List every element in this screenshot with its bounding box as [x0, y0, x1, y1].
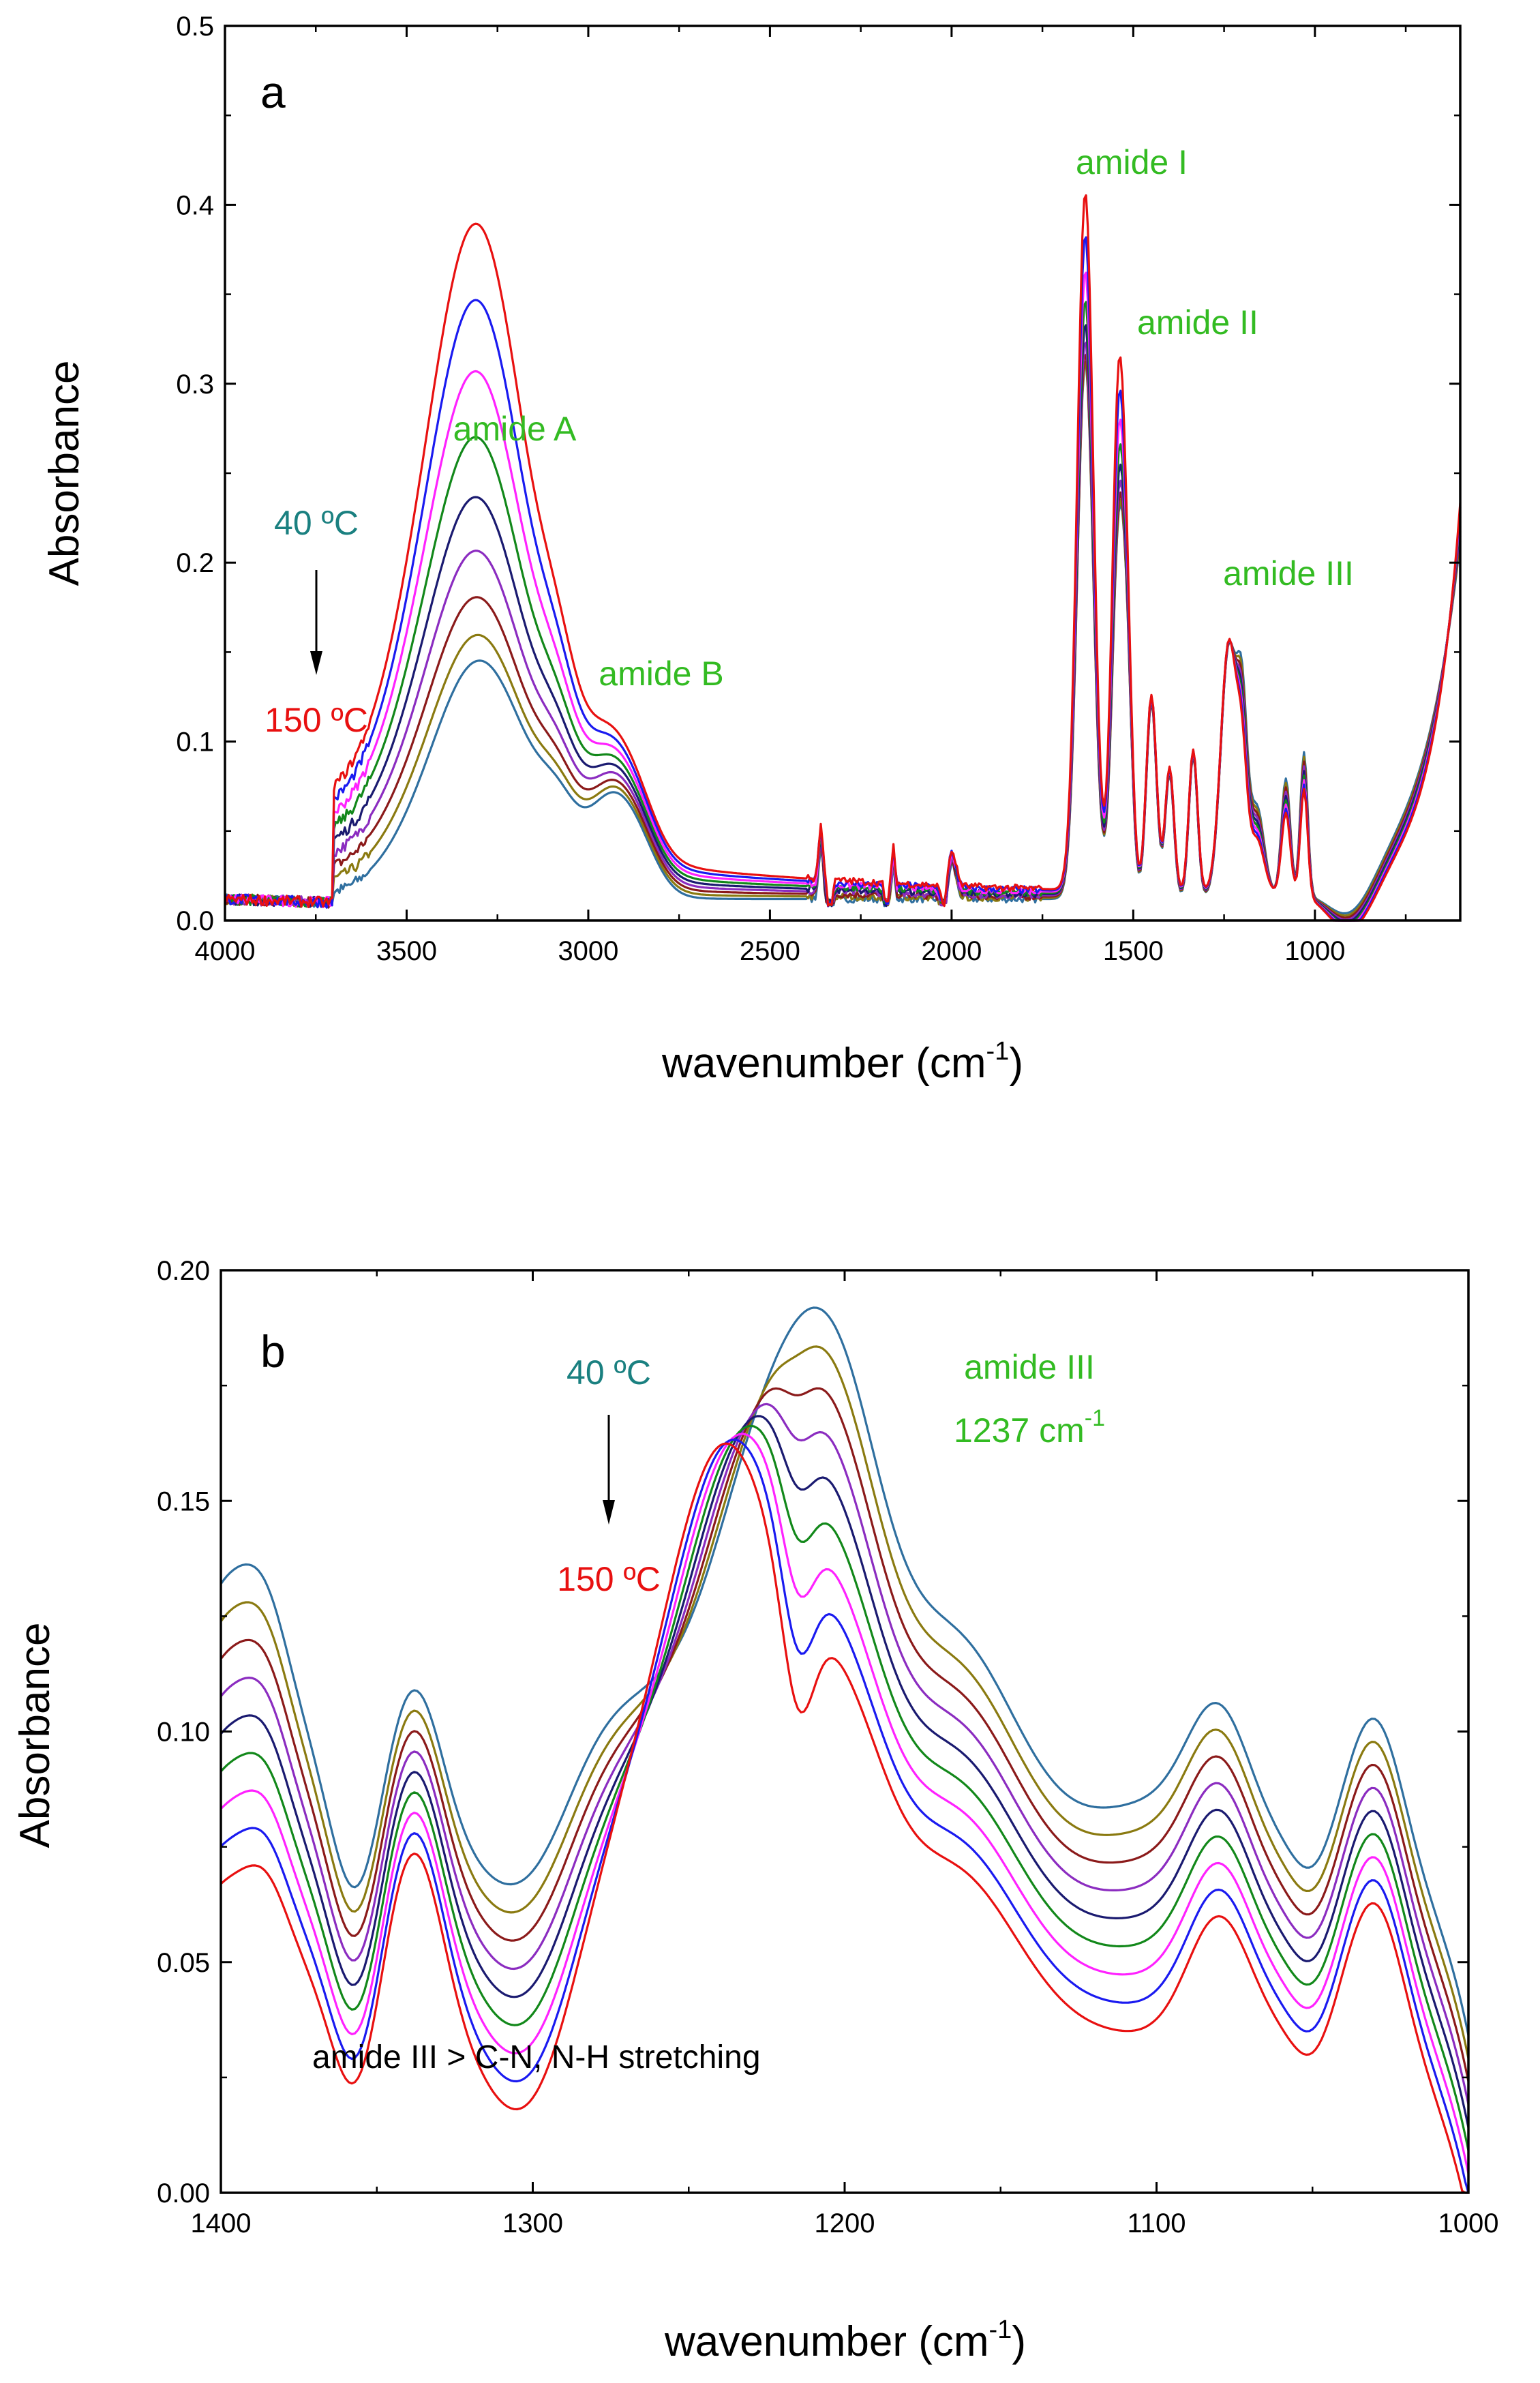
panel-b: 1400 1300 1200 1100 1000 0.00 0.05 0.10 0.15 0.20…: [12, 1256, 1498, 2365]
x-tick-label: 3000: [558, 936, 618, 966]
x-tick-label: 1100: [1127, 2208, 1186, 2238]
spectrum-line-70C: [220, 1387, 1470, 2082]
panel-a-x-axis-title: wavenumber (cm-1): [661, 1037, 1023, 1087]
panel-b-ticks: 1400 1300 1200 1100 1000 0.00 0.05 0.10 0.15 0.20: [157, 1256, 1498, 2238]
spectrum-line-150C: [220, 1442, 1468, 2194]
panel-b-frame: [220, 1269, 1470, 2194]
panel-b-letter: b: [260, 1326, 286, 1377]
panel-a-ticks: 4000 3500 3000 2500 2000 1500 1000 0.0 0.1 0.2 0.3…: [176, 12, 1460, 966]
spectrum-line-135C: [220, 1438, 1470, 2193]
y-tick-label: 0.4: [176, 190, 214, 220]
x-tick-label: 1400: [191, 2208, 252, 2238]
x-tick-label: 1300: [502, 2208, 563, 2238]
end-temperature-label-b: 150 ºC: [557, 1560, 661, 1598]
y-tick-label: 0.3: [176, 370, 214, 400]
start-temperature-label: 40 ºC: [274, 504, 359, 542]
spectrum-line-100C: [220, 1415, 1470, 2128]
y-tick-label: 0.5: [176, 12, 214, 42]
x-tick-label: 4000: [195, 936, 256, 966]
assignment-note: amide III > C-N, N-H stretching: [312, 2039, 761, 2075]
panel-a-letter: a: [260, 67, 286, 117]
start-temperature-label-b: 40 ºC: [567, 1353, 651, 1392]
y-tick-label: 0.20: [157, 1256, 210, 1286]
x-tick-label: 1500: [1103, 936, 1164, 966]
panel-a-curves: [224, 194, 1462, 922]
spectrum-line-150C: [224, 194, 1462, 922]
x-tick-label: 2500: [740, 936, 800, 966]
end-temperature-label: 150 ºC: [265, 701, 368, 739]
y-tick-label: 0.0: [176, 906, 214, 936]
spectrum-line-115C: [220, 1424, 1470, 2151]
y-tick-label: 0.10: [157, 1718, 210, 1748]
y-tick-label: 0.1: [176, 728, 214, 758]
amide-iii-label: amide III: [1223, 554, 1354, 593]
spectrum-line-40C: [220, 1306, 1470, 2036]
panel-a-frame: [224, 25, 1462, 922]
amide-b-label: amide B: [599, 655, 723, 693]
spectrum-line-40C: [224, 363, 1462, 915]
temperature-arrow-head: [310, 651, 322, 675]
panel-b-curves: [220, 1306, 1470, 2194]
amide-a-label: amide A: [453, 410, 577, 448]
temperature-arrow-head-b: [603, 1500, 615, 1525]
spectrum-line-70C: [224, 353, 1462, 919]
amide-iii-label-b: amide III: [964, 1348, 1095, 1386]
spectrum-line-85C: [220, 1403, 1470, 2105]
x-tick-label: 2000: [921, 936, 982, 966]
panel-b-y-axis-title: Absorbance: [12, 1623, 59, 1848]
spectrum-line-85C: [224, 341, 1462, 921]
x-tick-label: 1200: [815, 2208, 875, 2238]
x-tick-label: 3500: [376, 936, 437, 966]
y-tick-label: 0.2: [176, 548, 214, 578]
amide-i-label: amide I: [1076, 143, 1188, 181]
spectrum-line-125C: [220, 1433, 1470, 2174]
amide-iii-position-label: 1237 cm-1: [954, 1405, 1105, 1450]
y-tick-label: 0.05: [157, 1948, 210, 1978]
y-tick-label: 0.15: [157, 1486, 210, 1516]
panel-b-x-axis-title: wavenumber (cm-1): [664, 2315, 1026, 2365]
spectrum-line-125C: [224, 271, 1462, 922]
x-tick-label: 1000: [1284, 936, 1345, 966]
spectrum-line-100C: [224, 324, 1462, 922]
panel-a-y-axis-title: Absorbance: [41, 361, 88, 586]
x-tick-label: 1000: [1438, 2208, 1499, 2238]
panel-a: 4000 3500 3000 2500 2000 1500 1000 0.0 0.1 0.2 0.3…: [41, 12, 1462, 1087]
spectrum-line-55C: [224, 360, 1462, 917]
y-tick-label: 0.00: [157, 2178, 210, 2208]
amide-ii-label: amide II: [1137, 303, 1258, 342]
spectrum-line-55C: [220, 1345, 1470, 2059]
spectrum-line-135C: [224, 236, 1462, 922]
